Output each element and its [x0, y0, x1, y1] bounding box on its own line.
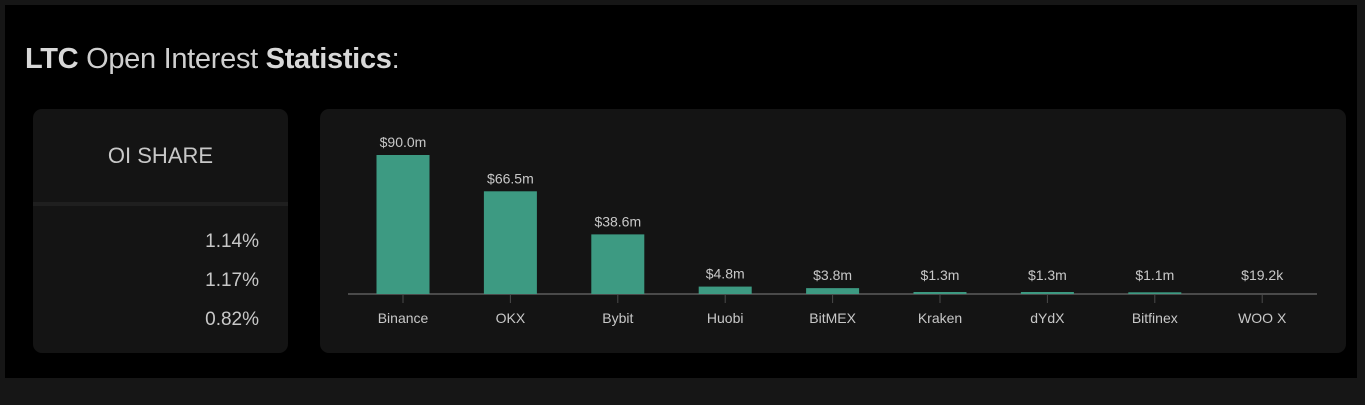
- divider: [33, 202, 288, 206]
- bar-okx: [483, 191, 537, 294]
- x-tick-label: OKX: [496, 310, 526, 326]
- data-label: $90.0m: [380, 134, 427, 150]
- x-tick-label: WOO X: [1238, 310, 1287, 326]
- x-tick-label: dYdX: [1030, 310, 1065, 326]
- x-tick-label: BitMEX: [809, 310, 856, 326]
- data-label: $3.8m: [813, 267, 852, 283]
- title-colon: :: [391, 43, 400, 75]
- data-label: $19.2k: [1241, 267, 1284, 283]
- x-tick-label: Bitfinex: [1132, 310, 1178, 326]
- bar-kraken: [913, 291, 967, 294]
- title-bold: Statistics: [265, 43, 392, 75]
- open-interest-bar-chart: $90.0m Binance $66.5m OKX $38.6m Bybit $4.8m Hu…: [348, 134, 1317, 326]
- data-label: $4.8m: [706, 266, 745, 282]
- bar-huobi: [698, 286, 752, 294]
- oi-share-value: 1.17%: [205, 270, 259, 291]
- x-tick-label: Kraken: [918, 310, 962, 326]
- x-tick-label: Binance: [378, 310, 429, 326]
- oi-share-value: 0.82%: [205, 309, 259, 330]
- title-middle: Open Interest: [78, 43, 266, 75]
- data-label: $1.1m: [1135, 267, 1174, 283]
- page-title: LTC Open Interest Statistics:: [25, 43, 400, 76]
- bar-dydx: [1020, 291, 1074, 294]
- data-label: $1.3m: [921, 267, 960, 283]
- data-label: $38.6m: [594, 213, 641, 229]
- oi-share-label: OI SHARE: [107, 142, 214, 168]
- x-tick-label: Huobi: [707, 310, 744, 326]
- bar-binance: [376, 155, 430, 294]
- data-label: $1.3m: [1028, 267, 1067, 283]
- title-coin: LTC: [25, 43, 79, 75]
- data-label: $66.5m: [487, 170, 534, 186]
- oi-share-value: 1.14%: [205, 231, 259, 252]
- bar-bybit: [591, 234, 645, 294]
- bar-bitmex: [806, 288, 860, 294]
- x-tick-label: Bybit: [602, 310, 633, 326]
- open-interest-chart-card: $90.0m Binance $66.5m OKX $38.6m Bybit $4.8m Hu…: [320, 109, 1346, 353]
- oi-share-card: OI SHARE 1.14% 1.17% 0.82%: [33, 109, 288, 353]
- bar-bitfinex: [1128, 292, 1182, 294]
